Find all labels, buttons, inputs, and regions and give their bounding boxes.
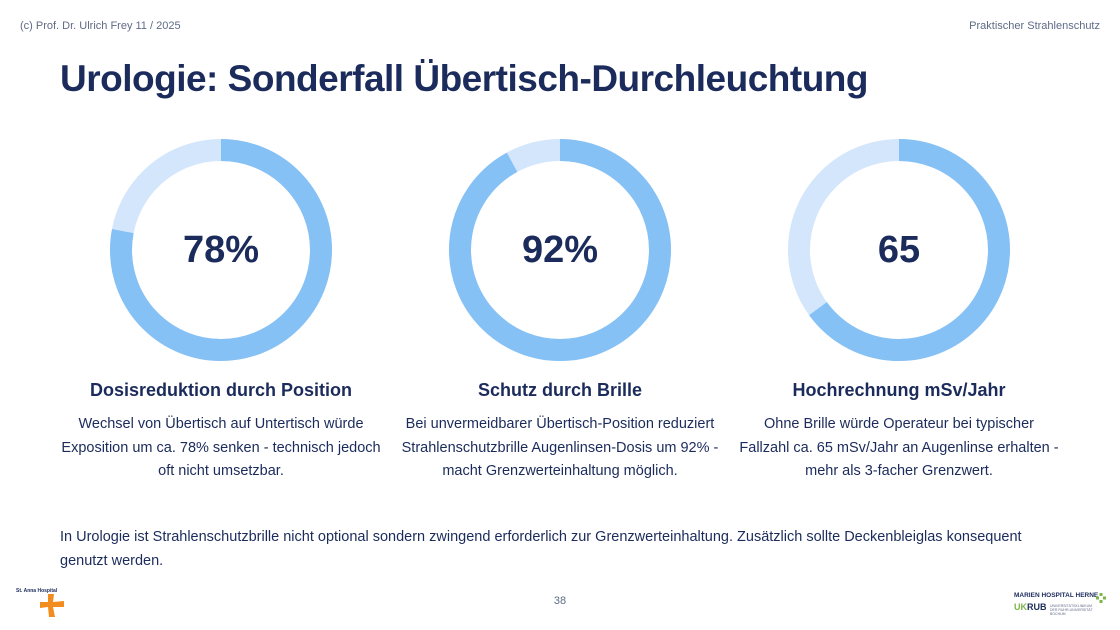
- ring-value: 78%: [182, 228, 260, 271]
- metric-description: Bei unvermeidbarer Übertisch-Position re…: [401, 416, 719, 479]
- page-number: 38: [553, 595, 567, 607]
- ring-chart-svg: [110, 139, 332, 361]
- course-title: Praktischer Strahlenschutz: [969, 20, 1100, 32]
- ring-chart-glasses-protection: 92%: [448, 138, 672, 362]
- ring-fill: [110, 139, 332, 361]
- logo-uk-rub: UKRUB: [1014, 602, 1047, 612]
- ring-chart-svg: [449, 139, 671, 361]
- ring-value: 92%: [521, 228, 599, 271]
- ring-fill: [788, 139, 1010, 361]
- ring-chart-dose-reduction: 78%: [109, 138, 333, 362]
- metric-description: Wechsel von Übertisch auf Untertisch wür…: [61, 416, 381, 479]
- marien-hospital-logo: MARIEN HOSPITAL HERNE UKRUB UNIVERSITÄTS…: [1014, 592, 1106, 616]
- logo-subtitle: UNIVERSITÄTSKLINIKUM DER RUHR-UNIVERSITÄ…: [1050, 604, 1093, 616]
- ring-value: 65: [877, 228, 921, 271]
- ring-chart-annual-dose: 65: [787, 138, 1011, 362]
- slide-title: Urologie: Sonderfall Übertisch-Durchleuc…: [60, 58, 869, 99]
- ring-chart-svg: [788, 139, 1010, 361]
- copyright-text: (c) Prof. Dr. Ulrich Frey 11 / 2025: [20, 20, 181, 32]
- metric-heading: Schutz durch Brille: [477, 380, 643, 400]
- metric-column: Hochrechnung mSv/Jahr Ohne Brille würde …: [739, 380, 1059, 484]
- summary-text: In Urologie ist Strahlenschutzbrille nic…: [60, 529, 1022, 569]
- plus-dots-icon: [1096, 593, 1106, 603]
- logo-uk: UK: [1014, 602, 1027, 612]
- logo-text: St. Anna Hospital: [16, 588, 58, 594]
- logo-rub: RUB: [1027, 602, 1047, 612]
- logo-hospital-name: MARIEN HOSPITAL HERNE: [1014, 592, 1099, 599]
- ring-fill: [449, 139, 671, 361]
- metric-heading: Hochrechnung mSv/Jahr: [792, 380, 1006, 400]
- cross-icon: [40, 594, 64, 617]
- metric-column: Dosisreduktion durch Position Wechsel vo…: [61, 380, 381, 484]
- metric-description: Ohne Brille würde Operateur bei typische…: [739, 416, 1059, 479]
- st-anna-hospital-logo: St. Anna Hospital: [16, 588, 68, 618]
- metric-heading: Dosisreduktion durch Position: [89, 380, 353, 400]
- metric-column: Schutz durch Brille Bei unvermeidbarer Ü…: [400, 380, 720, 484]
